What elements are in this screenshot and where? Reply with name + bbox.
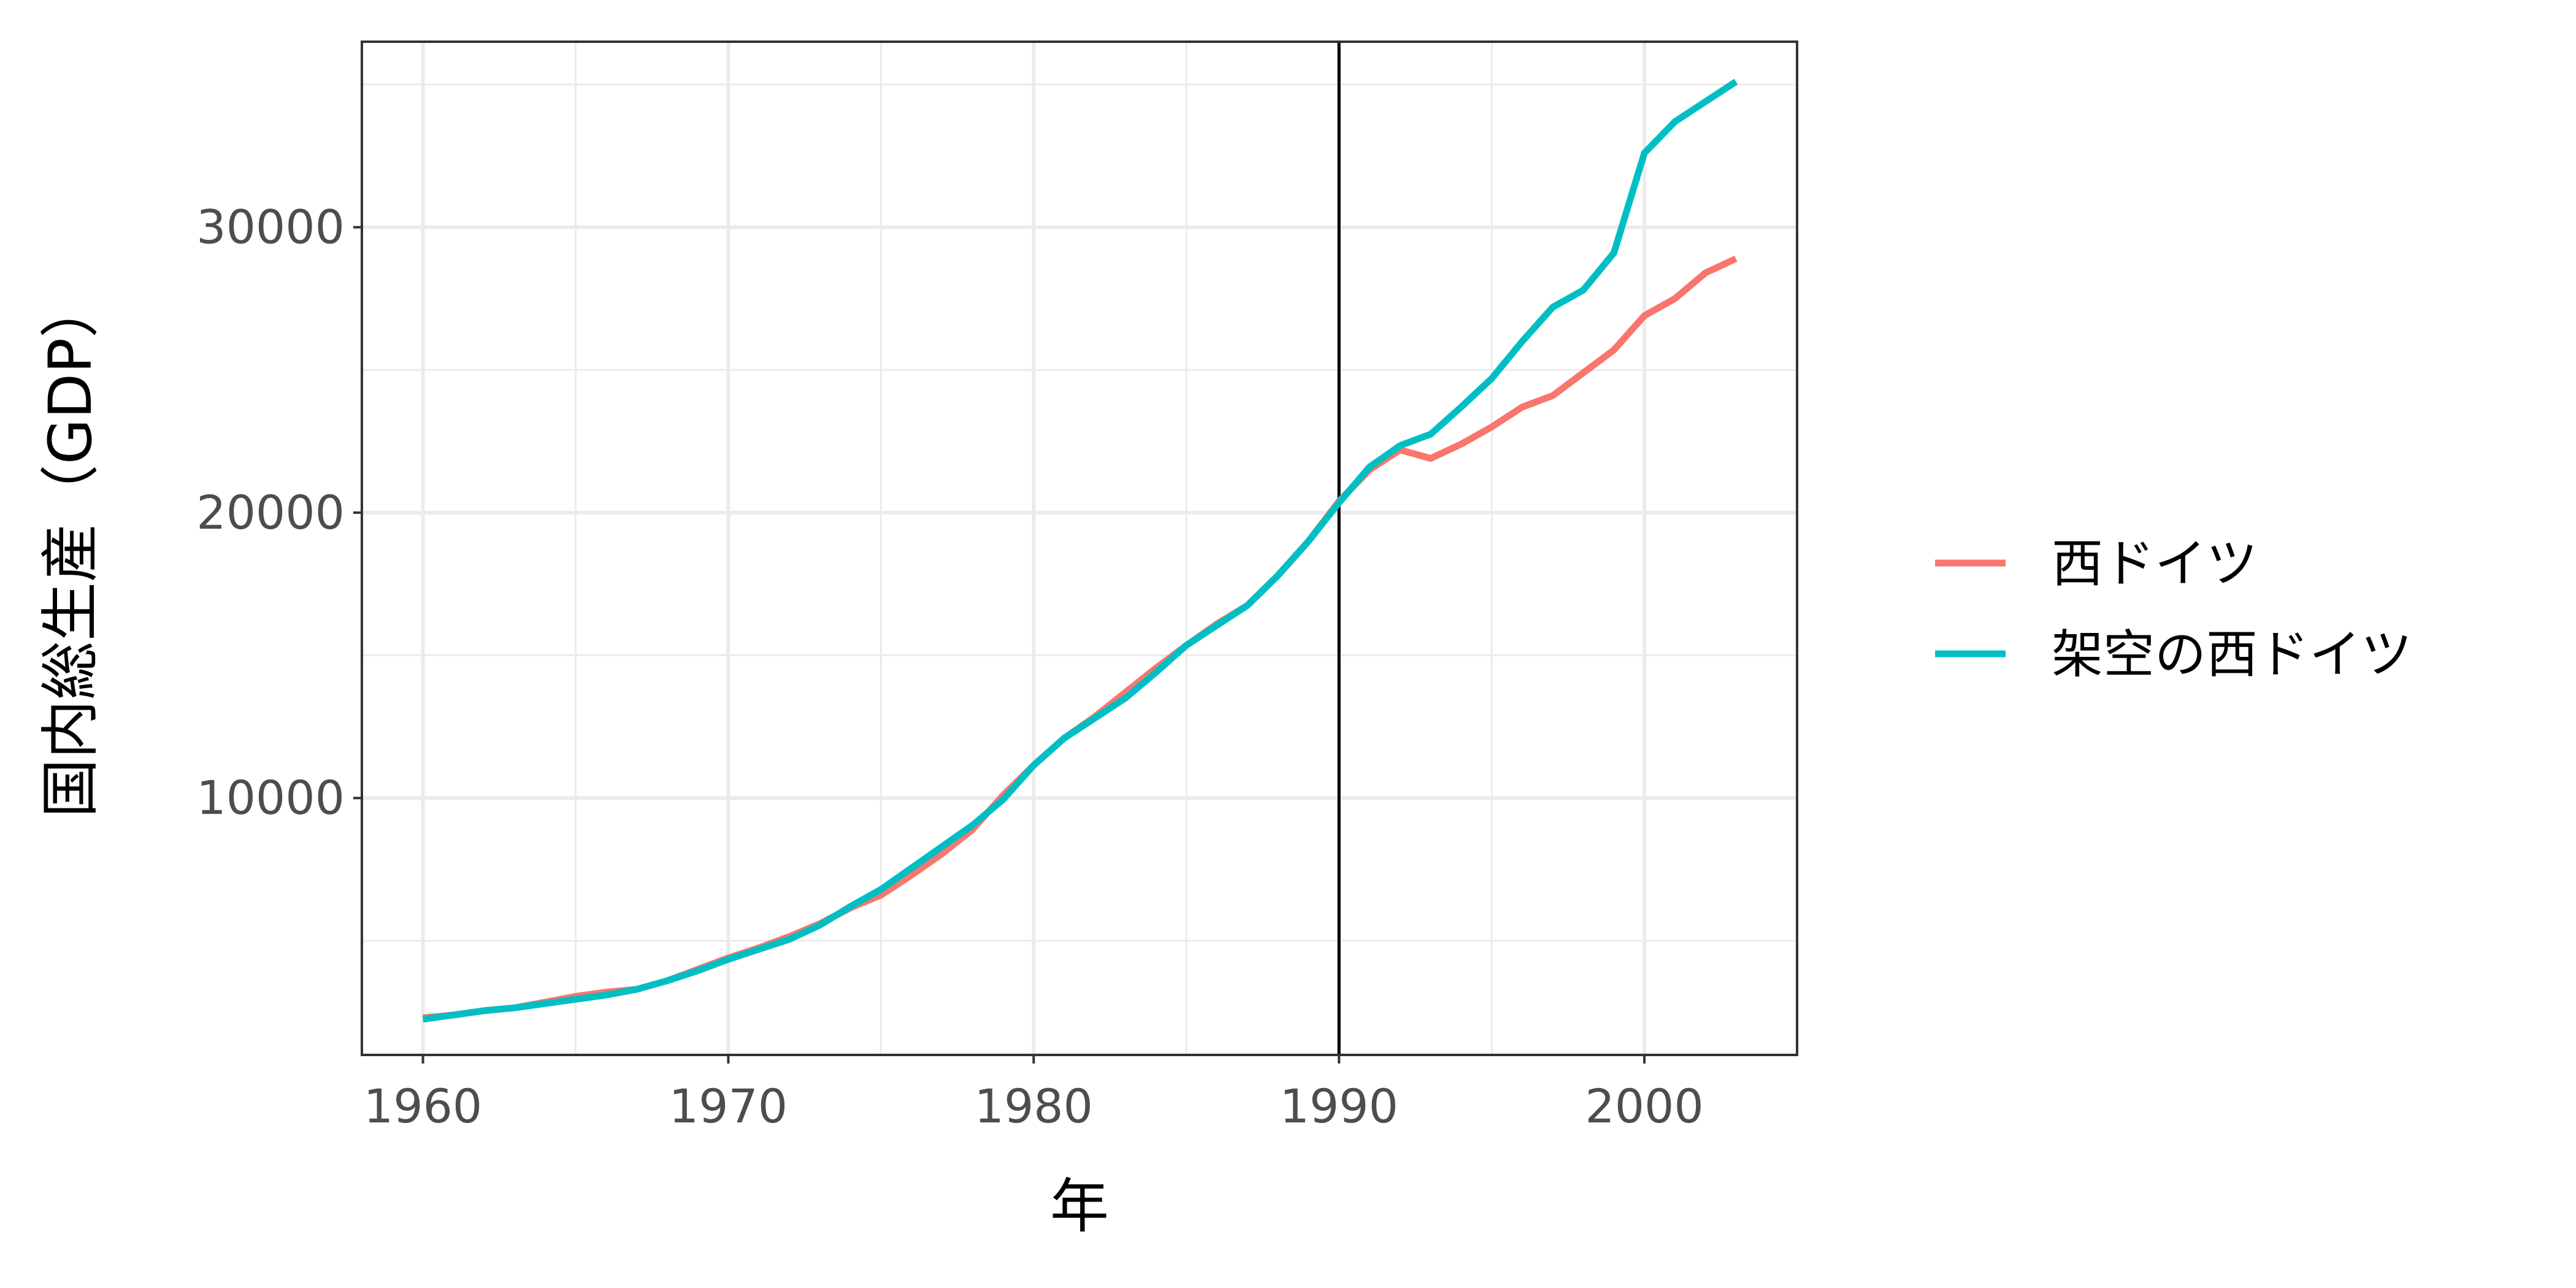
y-axis: 10000 20000 30000 [196, 199, 362, 825]
series-layer [422, 79, 1738, 1023]
x-tick-label: 1980 [975, 1079, 1093, 1133]
minor-gridlines [362, 42, 1797, 1055]
x-tick-label: 1970 [669, 1079, 788, 1133]
x-tick-label: 1990 [1279, 1079, 1398, 1133]
x-tick-label: 1960 [364, 1079, 482, 1133]
x-axis-title: 年 [1050, 1172, 1109, 1241]
x-tick-label: 2000 [1585, 1079, 1703, 1133]
y-tick-label: 20000 [196, 485, 345, 540]
legend-label-1: 西ドイツ [2052, 534, 2258, 594]
series-line-2 [422, 79, 1738, 1023]
y-tick-label: 10000 [196, 770, 345, 825]
x-axis: 1960 1970 1980 1990 2000 [364, 1055, 1704, 1133]
legend-label-2: 架空の西ドイツ [2052, 624, 2412, 684]
y-tick-label: 30000 [196, 199, 345, 254]
plot-panel [362, 42, 1797, 1055]
plot-border [361, 40, 1798, 1056]
y-axis-title: 国内総生産（GDP） [36, 279, 105, 818]
